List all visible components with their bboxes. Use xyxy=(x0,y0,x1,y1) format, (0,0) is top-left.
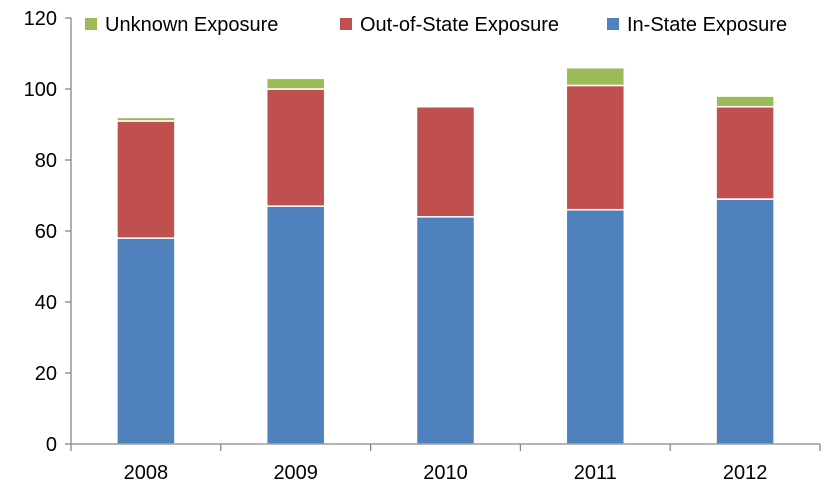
bar-2011-out-of-state-exposure xyxy=(565,84,626,211)
bar-2008-out-of-state-exposure xyxy=(116,120,176,239)
axes-layer xyxy=(65,17,821,451)
bar-2012-out-of-state-exposure xyxy=(715,106,775,200)
legend-swatch-unknown-exposure xyxy=(85,18,97,30)
bar-2009-in-state-exposure xyxy=(265,205,326,445)
legend: Unknown Exposure Out-of-State Exposure In-… xyxy=(85,14,787,36)
y-tick-label: 60 xyxy=(35,221,57,243)
y-tick-label: 0 xyxy=(46,434,57,456)
y-tick-label: 20 xyxy=(35,363,57,385)
bar-2009-out-of-state-exposure xyxy=(265,88,326,207)
x-tick-label: 2011 xyxy=(574,462,617,484)
bar-2009-unknown-exposure xyxy=(265,77,326,90)
legend-swatch-in-state-exposure xyxy=(607,18,619,30)
bar-2012-in-state-exposure xyxy=(715,198,775,445)
bar-2011-in-state-exposure xyxy=(565,208,626,445)
x-tick-label: 2010 xyxy=(423,462,468,484)
legend-label-out-of-state-exposure: Out-of-State Exposure xyxy=(360,14,559,36)
labels-layer: 0 20 40 60 80 100 120 2008 2009 2010 2011 2012 xyxy=(24,8,768,484)
x-tick-label: 2008 xyxy=(124,462,169,484)
legend-label-in-state-exposure: In-State Exposure xyxy=(627,14,787,36)
y-tick-label: 100 xyxy=(24,79,57,101)
legend-swatch-out-of-state-exposure xyxy=(340,18,352,30)
y-tick-label: 120 xyxy=(24,8,57,30)
x-tick-label: 2009 xyxy=(273,462,318,484)
bar-2011-unknown-exposure xyxy=(565,66,626,87)
y-tick-label: 40 xyxy=(35,292,57,314)
bar-2010-out-of-state-exposure xyxy=(415,106,476,218)
x-tick-label: 2012 xyxy=(723,462,768,484)
y-tick-label: 80 xyxy=(35,150,57,172)
bar-2008-in-state-exposure xyxy=(116,237,176,445)
bar-2012-unknown-exposure xyxy=(715,95,775,108)
bar-2010-in-state-exposure xyxy=(415,216,476,445)
legend-label-unknown-exposure: Unknown Exposure xyxy=(105,14,278,36)
bars-layer xyxy=(116,66,775,445)
bar-2008-unknown-exposure xyxy=(116,116,176,122)
